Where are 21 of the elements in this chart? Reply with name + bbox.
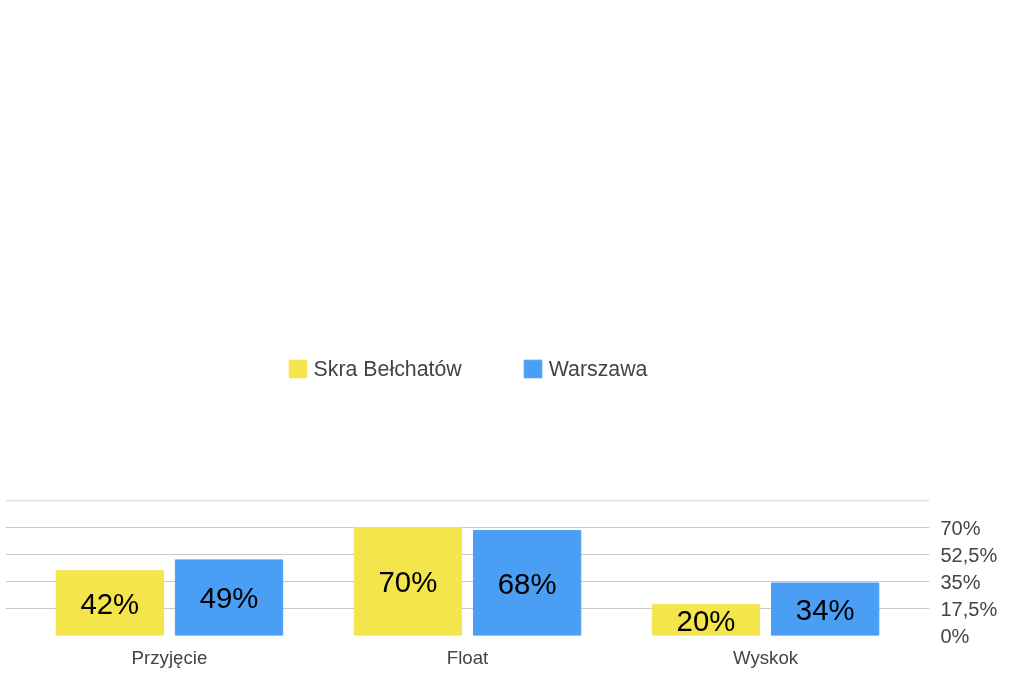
y-tick-label: 35% (940, 570, 981, 593)
y-tick-label: 0% (940, 624, 970, 647)
bar (174, 559, 284, 636)
data-label: 34% (795, 592, 855, 626)
legend-label: Warszawa (548, 356, 648, 382)
y-tick-label: 70% (940, 516, 981, 539)
bar (771, 582, 880, 636)
bar (353, 527, 463, 636)
data-label: 42% (80, 586, 140, 620)
data-label: 49% (199, 581, 259, 615)
x-tick-label: Wyskok (733, 646, 799, 668)
x-tick-label: Float (446, 646, 490, 668)
bar (55, 570, 164, 636)
y-tick-label: 52,5% (940, 543, 998, 566)
x-tick-label: Przyjęcie (131, 646, 208, 668)
data-label: 68% (497, 566, 557, 600)
bar (472, 530, 582, 636)
y-tick-label: 17,5% (940, 597, 998, 620)
legend-label: Skra Bełchatów (313, 356, 462, 382)
data-label: 70% (378, 565, 438, 598)
data-label: 20% (676, 603, 736, 637)
